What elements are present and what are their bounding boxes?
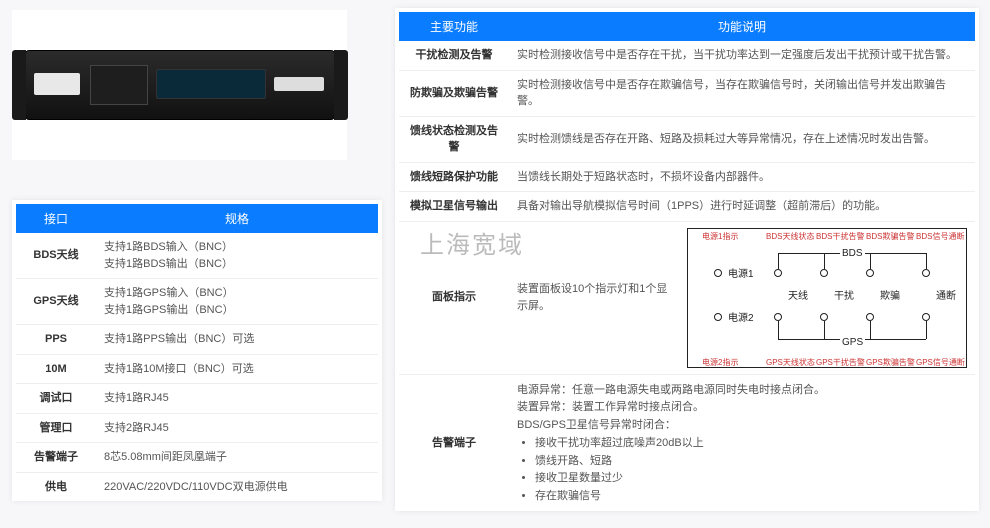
device-image [12, 10, 347, 160]
interface-name: 管理口 [16, 413, 96, 443]
interface-header: 接口 [16, 204, 96, 233]
table-row: 模拟卫星信号输出具备对输出导航模拟信号时间（1PPS）进行时延调整（超前滞后）的… [399, 192, 975, 222]
func-name: 告警端子 [399, 374, 509, 511]
func-desc: 当馈线长期处于短路状态时，不损坏设备内部器件。 [509, 162, 975, 192]
table-row: 面板指示装置面板设10个指示灯和1个显示屏。电源1指示BDS天线状态BDS干扰告… [399, 221, 975, 374]
interface-spec: 支持1路RJ45 [96, 384, 378, 414]
table-row: BDS天线支持1路BDS输入（BNC）支持1路BDS输出（BNC） [16, 233, 378, 279]
table-row: GPS天线支持1路GPS输入（BNC）支持1路GPS输出（BNC） [16, 279, 378, 325]
interface-name: BDS天线 [16, 233, 96, 279]
func-name: 干扰检测及告警 [399, 41, 509, 70]
table-row: 管理口支持2路RJ45 [16, 413, 378, 443]
panel-indicator-diagram: 电源1指示BDS天线状态BDS干扰告警BDS欺骗告警BDS信号通断电源2指示GP… [687, 228, 967, 368]
function-table: 主要功能 功能说明 干扰检测及告警实时检测接收信号中是否存在干扰，当干扰功率达到… [395, 8, 979, 511]
interface-name: PPS [16, 325, 96, 355]
func-desc: 装置面板设10个指示灯和1个显示屏。电源1指示BDS天线状态BDS干扰告警BDS… [509, 221, 975, 374]
table-row: PPS支持1路PPS输出（BNC）可选 [16, 325, 378, 355]
func-header: 主要功能 [399, 12, 509, 41]
interface-spec: 支持1路GPS输入（BNC）支持1路GPS输出（BNC） [96, 279, 378, 325]
interface-spec: 支持1路BDS输入（BNC）支持1路BDS输出（BNC） [96, 233, 378, 279]
interface-spec: 支持2路RJ45 [96, 413, 378, 443]
spec-header: 规格 [96, 204, 378, 233]
table-row: 告警端子电源异常：任意一路电源失电或两路电源同时失电时接点闭合。装置异常：装置工… [399, 374, 975, 511]
interface-name: GPS天线 [16, 279, 96, 325]
interface-spec: 支持1路10M接口（BNC）可选 [96, 354, 378, 384]
func-desc: 实时检测接收信号中是否存在欺骗信号，当存在欺骗信号时，关闭输出信号并发出欺骗告警… [509, 70, 975, 116]
table-row: 馈线状态检测及告警实时检测馈线是否存在开路、短路及损耗过大等异常情况，存在上述情… [399, 116, 975, 162]
interface-name: 调试口 [16, 384, 96, 414]
func-name: 馈线状态检测及告警 [399, 116, 509, 162]
table-row: 告警端子8芯5.08mm间距凤凰端子 [16, 443, 378, 473]
func-name: 防欺骗及欺骗告警 [399, 70, 509, 116]
func-name: 模拟卫星信号输出 [399, 192, 509, 222]
func-desc: 具备对输出导航模拟信号时间（1PPS）进行时延调整（超前滞后）的功能。 [509, 192, 975, 222]
interface-spec: 支持1路PPS输出（BNC）可选 [96, 325, 378, 355]
interface-name: 供电 [16, 472, 96, 501]
table-row: 供电220VAC/220VDC/110VDC双电源供电 [16, 472, 378, 501]
func-desc-header: 功能说明 [509, 12, 975, 41]
func-desc: 实时检测接收信号中是否存在干扰，当干扰功率达到一定强度后发出干扰预计或干扰告警。 [509, 41, 975, 70]
interface-name: 10M [16, 354, 96, 384]
interface-spec: 8芯5.08mm间距凤凰端子 [96, 443, 378, 473]
func-desc: 电源异常：任意一路电源失电或两路电源同时失电时接点闭合。装置异常：装置工作异常时… [509, 374, 975, 511]
interface-spec: 220VAC/220VDC/110VDC双电源供电 [96, 472, 378, 501]
table-row: 调试口支持1路RJ45 [16, 384, 378, 414]
func-name: 面板指示 [399, 221, 509, 374]
table-row: 10M支持1路10M接口（BNC）可选 [16, 354, 378, 384]
table-row: 馈线短路保护功能当馈线长期处于短路状态时，不损坏设备内部器件。 [399, 162, 975, 192]
func-desc: 实时检测馈线是否存在开路、短路及损耗过大等异常情况，存在上述情况时发出告警。 [509, 116, 975, 162]
interface-spec-table: 接口 规格 BDS天线支持1路BDS输入（BNC）支持1路BDS输出（BNC）G… [12, 200, 382, 501]
func-name: 馈线短路保护功能 [399, 162, 509, 192]
interface-name: 告警端子 [16, 443, 96, 473]
table-row: 干扰检测及告警实时检测接收信号中是否存在干扰，当干扰功率达到一定强度后发出干扰预… [399, 41, 975, 70]
table-row: 防欺骗及欺骗告警实时检测接收信号中是否存在欺骗信号，当存在欺骗信号时，关闭输出信… [399, 70, 975, 116]
